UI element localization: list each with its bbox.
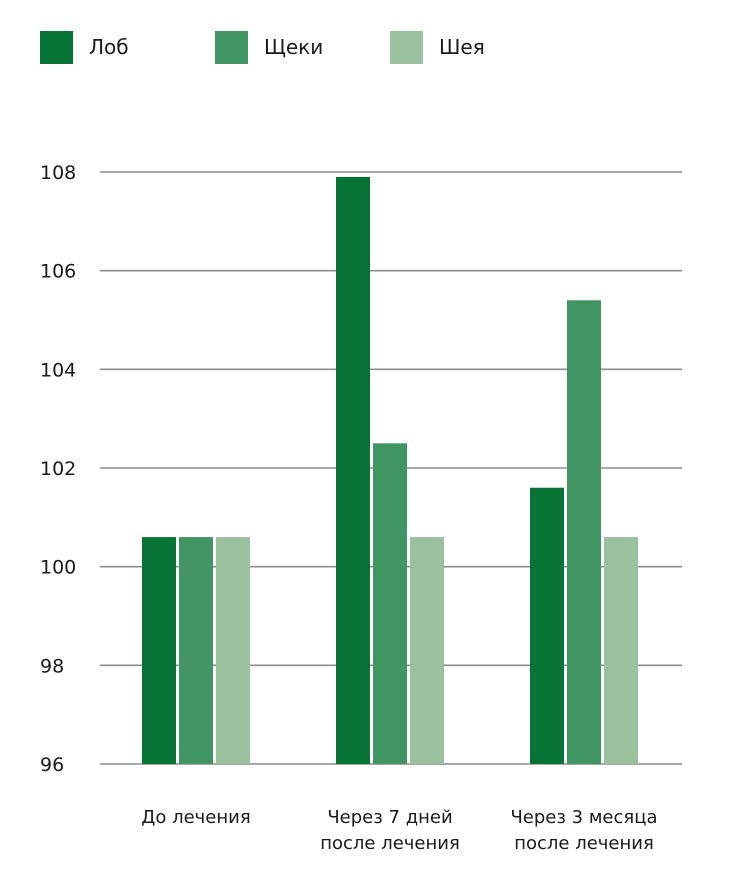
y-tick-label: 108	[40, 162, 76, 184]
legend-item-shcheki: Щеки	[215, 30, 323, 64]
y-tick-label: 100	[40, 557, 76, 579]
x-category-label: Через 7 дней	[327, 807, 452, 828]
legend-swatch-sheya	[390, 30, 423, 64]
bar-sheya	[604, 537, 638, 764]
x-category-label: Через 3 месяца	[510, 807, 657, 828]
bar-sheya	[410, 537, 444, 764]
y-tick-label: 98	[40, 655, 64, 677]
y-tick-label: 102	[40, 458, 76, 480]
y-tick-label: 104	[40, 359, 76, 381]
x-category-label: после лечения	[320, 833, 460, 854]
x-category-label: До лечения	[141, 807, 250, 828]
legend-label-lob: Лоб	[89, 35, 129, 59]
legend-item-lob: Лоб	[40, 30, 129, 64]
y-tick-label: 106	[40, 261, 76, 283]
legend-label-shcheki: Щеки	[264, 35, 324, 59]
y-tick-label: 96	[40, 754, 64, 776]
bar-sheya	[216, 537, 250, 764]
legend-label-sheya: Шея	[439, 35, 485, 59]
legend-swatch-shcheki	[215, 30, 248, 64]
bar-lob	[142, 537, 176, 764]
bar-lob	[336, 176, 370, 764]
bar-shcheki	[567, 300, 601, 764]
bar-shcheki	[179, 537, 213, 764]
bar-lob	[530, 487, 564, 764]
bar-shcheki	[373, 443, 407, 764]
x-category-label: после лечения	[514, 833, 654, 854]
legend-swatch-lob	[40, 30, 73, 64]
legend-item-sheya: Шея	[390, 30, 485, 64]
